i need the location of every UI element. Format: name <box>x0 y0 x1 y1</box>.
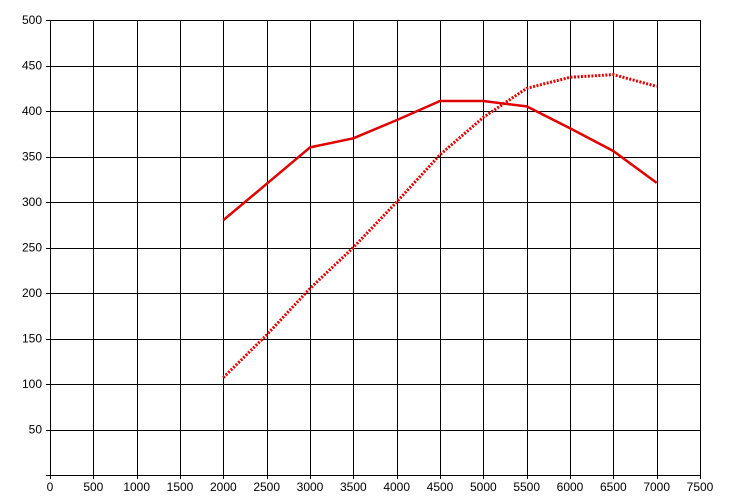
x-tick-label: 0 <box>47 480 54 494</box>
series-line-2 <box>222 73 658 379</box>
x-tick-label: 2000 <box>210 480 237 494</box>
y-tick-label: 100 <box>22 377 42 391</box>
y-tick-label: 500 <box>22 13 42 27</box>
x-tick-label: 6500 <box>600 480 627 494</box>
x-tick-label: 4000 <box>383 480 410 494</box>
x-tick-label: 7000 <box>643 480 670 494</box>
y-tick-label: 300 <box>22 195 42 209</box>
x-tick-label: 3000 <box>297 480 324 494</box>
y-tick-label: 400 <box>22 104 42 118</box>
series-layer <box>222 73 658 379</box>
x-tick-label: 7500 <box>687 480 714 494</box>
x-tick-label: 4500 <box>427 480 454 494</box>
x-tick-label: 1000 <box>123 480 150 494</box>
y-tick-label: 50 <box>29 423 43 437</box>
y-tick-label: 150 <box>22 332 42 346</box>
grid <box>50 20 701 475</box>
x-tick-label: 5000 <box>470 480 497 494</box>
x-tick-label: 5500 <box>513 480 540 494</box>
x-tick-label: 1500 <box>167 480 194 494</box>
x-tick-label: 6000 <box>557 480 584 494</box>
y-tick-label: 450 <box>22 59 42 73</box>
axes <box>46 20 701 479</box>
x-tick-label: 2500 <box>253 480 280 494</box>
x-tick-label: 500 <box>83 480 103 494</box>
tick-labels: 0 500 1000 1500 2000 2500 3000 3500 4000 4500 5000… <box>22 13 714 494</box>
y-tick-label: 200 <box>22 286 42 300</box>
y-tick-label: 250 <box>22 241 42 255</box>
y-tick-label: 350 <box>22 150 42 164</box>
x-tick-label: 3500 <box>340 480 367 494</box>
